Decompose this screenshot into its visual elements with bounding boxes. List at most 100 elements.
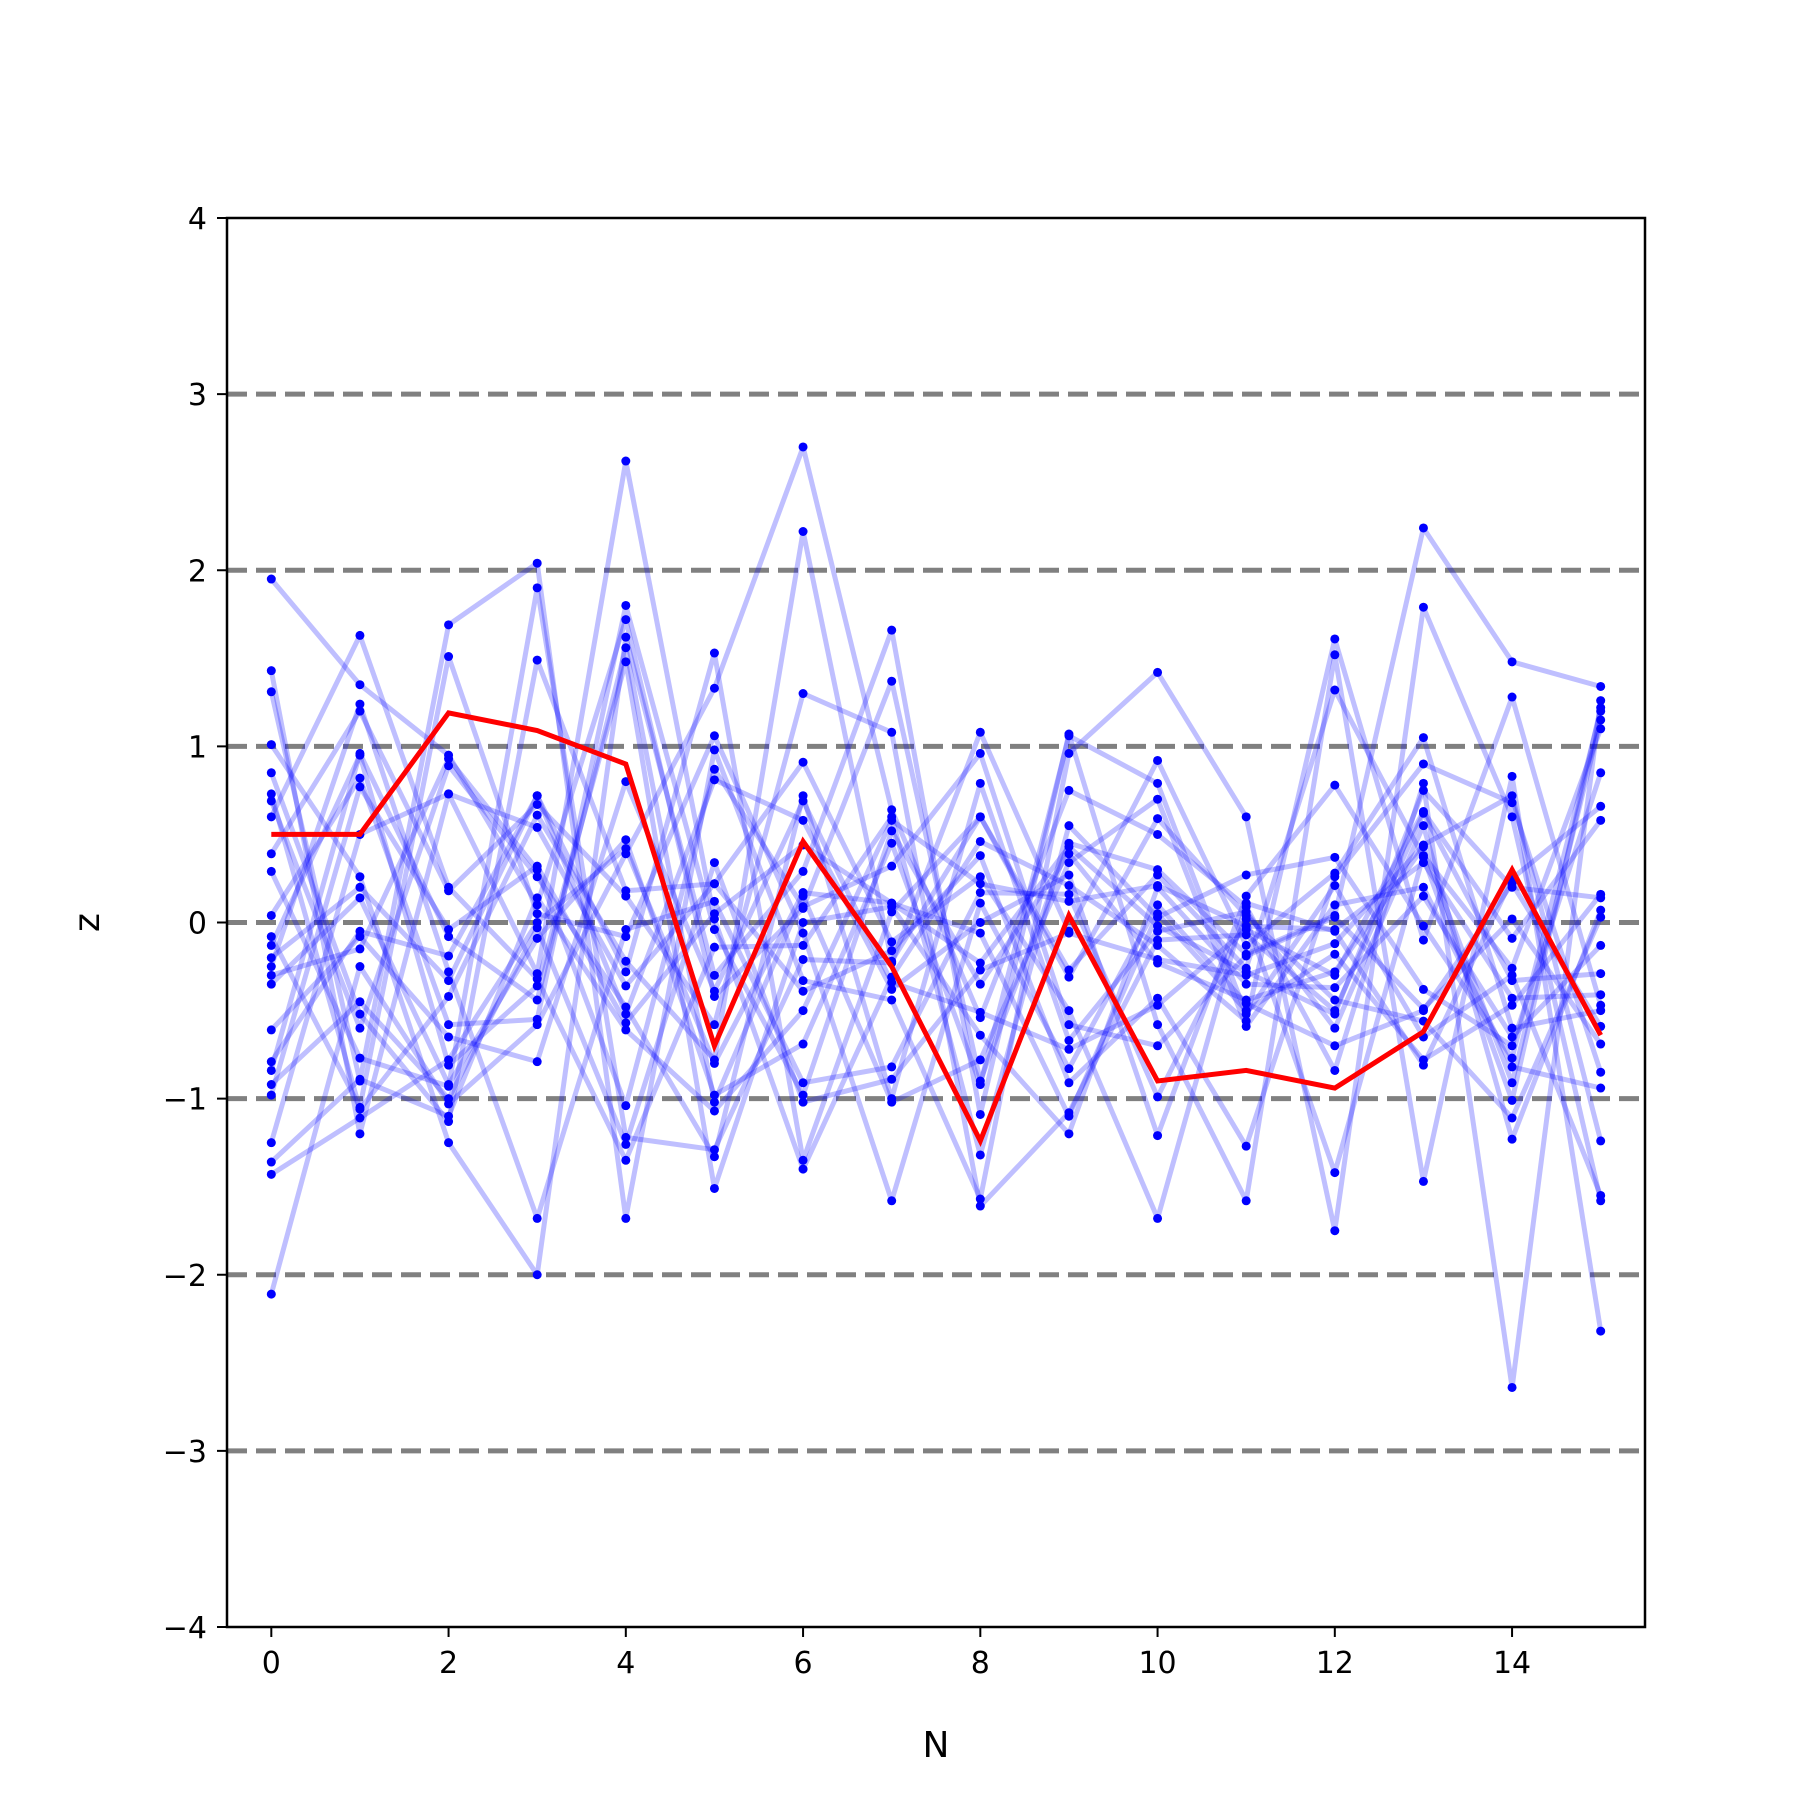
- background-series-line: [268, 444, 1604, 1390]
- data-point: [887, 937, 897, 947]
- data-point: [1507, 993, 1517, 1003]
- data-point: [266, 1289, 276, 1299]
- data-point: [266, 940, 276, 950]
- data-point: [975, 1055, 985, 1065]
- highlight-series: [271, 710, 1603, 1147]
- data-point: [1153, 881, 1163, 891]
- data-point: [798, 1090, 808, 1100]
- data-point: [709, 764, 719, 774]
- data-point: [1153, 778, 1163, 788]
- data-point: [1507, 933, 1517, 943]
- data-point: [1596, 1136, 1606, 1146]
- data-point: [444, 951, 454, 961]
- data-point: [709, 745, 719, 755]
- background-series-line: [268, 763, 1604, 1160]
- data-point: [1507, 1032, 1517, 1042]
- data-point: [621, 1018, 631, 1028]
- data-point: [1596, 681, 1606, 691]
- data-point: [1241, 812, 1251, 822]
- background-series-line: [268, 645, 1602, 1105]
- data-point: [1596, 1190, 1606, 1200]
- data-point: [1330, 872, 1340, 882]
- data-point: [532, 974, 542, 984]
- data-point: [1418, 921, 1428, 931]
- data-point: [798, 928, 808, 938]
- data-point: [444, 789, 454, 799]
- data-point: [887, 995, 897, 1005]
- data-point: [266, 1138, 276, 1148]
- data-point: [798, 442, 808, 452]
- data-point: [444, 886, 454, 896]
- data-point: [1153, 1213, 1163, 1223]
- data-point: [975, 965, 985, 975]
- data-point: [1330, 1023, 1340, 1033]
- data-point: [532, 1213, 542, 1223]
- data-point: [621, 643, 631, 653]
- data-point: [1153, 1131, 1163, 1141]
- data-point: [1064, 731, 1074, 741]
- data-point: [975, 1030, 985, 1040]
- data-point: [975, 748, 985, 758]
- data-point: [975, 1080, 985, 1090]
- data-point: [709, 683, 719, 693]
- data-point: [798, 902, 808, 912]
- data-point: [887, 826, 897, 836]
- data-point: [1153, 794, 1163, 804]
- x-tick-label: 6: [794, 1646, 813, 1681]
- y-tick-label: 1: [188, 730, 207, 765]
- data-point: [1418, 821, 1428, 831]
- data-point: [709, 731, 719, 741]
- data-point: [1507, 1382, 1517, 1392]
- data-point: [975, 1007, 985, 1017]
- data-point: [355, 748, 365, 758]
- data-point: [266, 849, 276, 859]
- data-point: [266, 1057, 276, 1067]
- data-point: [975, 979, 985, 989]
- background-series-line: [268, 657, 1603, 1221]
- x-tick-label: 0: [262, 1646, 281, 1681]
- data-point: [709, 986, 719, 996]
- data-point: [355, 680, 365, 690]
- data-point: [975, 928, 985, 938]
- data-point: [887, 838, 897, 848]
- data-point: [1153, 1092, 1163, 1102]
- data-point: [1596, 1067, 1606, 1077]
- data-point: [1507, 791, 1517, 801]
- data-point: [621, 1213, 631, 1223]
- data-point: [1596, 815, 1606, 825]
- data-point: [1418, 984, 1428, 994]
- background-series-line: [269, 691, 1601, 1209]
- data-point: [355, 944, 365, 954]
- data-point: [887, 861, 897, 871]
- data-point: [1064, 842, 1074, 852]
- data-point: [1596, 706, 1606, 716]
- data-point: [532, 822, 542, 832]
- data-point: [975, 1109, 985, 1119]
- data-point: [1330, 949, 1340, 959]
- data-point: [1507, 882, 1517, 892]
- background-series-line: [268, 560, 1604, 1234]
- data-point: [266, 1157, 276, 1167]
- data-point: [355, 893, 365, 903]
- data-point: [355, 1074, 365, 1084]
- y-tick-label: 4: [188, 202, 207, 237]
- data-point: [532, 909, 542, 919]
- data-point: [1507, 812, 1517, 822]
- data-point: [266, 1065, 276, 1075]
- data-point: [1064, 1111, 1074, 1121]
- data-point: [798, 796, 808, 806]
- data-point: [355, 706, 365, 716]
- data-point: [1596, 1083, 1606, 1093]
- background-series-line: [268, 761, 1604, 1149]
- data-point: [1596, 724, 1606, 734]
- data-point: [1596, 893, 1606, 903]
- background-series-line: [269, 632, 1604, 1163]
- data-point: [1064, 1078, 1074, 1088]
- data-point: [355, 926, 365, 936]
- data-point: [355, 872, 365, 882]
- data-point: [1153, 921, 1163, 931]
- data-point: [709, 1020, 719, 1030]
- data-point: [1596, 1006, 1606, 1016]
